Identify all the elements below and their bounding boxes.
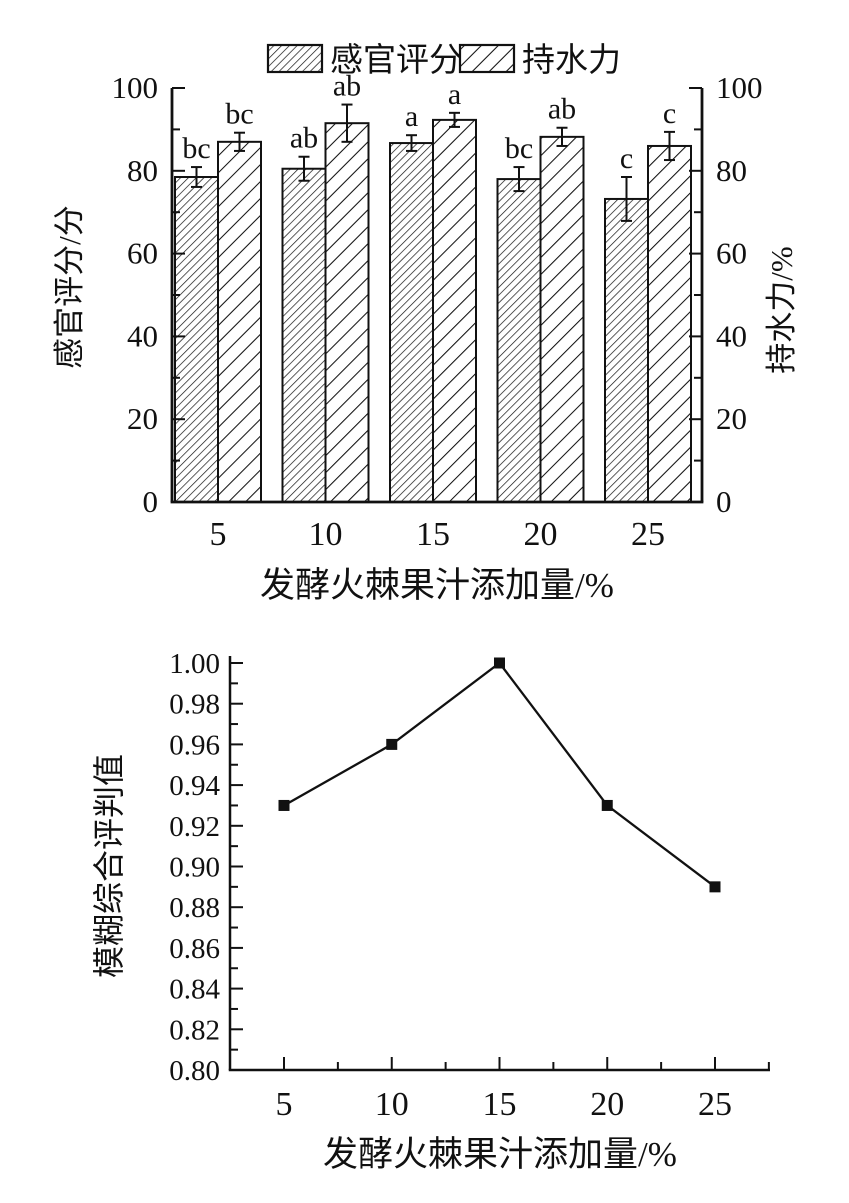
y-tick-label: 0.92 (169, 811, 220, 843)
sig-letter: ab (290, 122, 318, 155)
x-tick-label: 25 (631, 516, 665, 553)
sig-letter: a (405, 100, 418, 133)
y-tick-label: 0.84 (169, 974, 220, 1006)
bar-sensory-20 (496, 178, 542, 504)
y-tick-label-right: 60 (716, 236, 747, 271)
data-point-15 (494, 657, 505, 669)
y-tick-label: 0.98 (169, 689, 220, 721)
data-point-20 (601, 799, 613, 811)
bar-water-10 (324, 122, 370, 503)
line-chart: 0.80 0.82 0.84 0.86 0.88 0.90 0.92 0.94 0.96 0.98… (91, 648, 770, 1174)
legend-swatch-sensory (266, 43, 324, 74)
y-tick-label-left: 20 (127, 401, 158, 436)
y-tick-label-left: 60 (127, 236, 158, 271)
sig-letter: ab (333, 70, 361, 103)
y-tick-label-right: 0 (716, 484, 732, 519)
bar-water-5 (217, 140, 262, 503)
legend-label-water: 持水力 (522, 42, 621, 79)
x-tick-label: 10 (375, 1086, 409, 1123)
legend-label-sensory: 感官评分 (330, 42, 462, 79)
x-tick-label: 10 (309, 516, 343, 553)
y-axis-title-right: 持水力/% (764, 246, 799, 373)
bar-sensory-15 (389, 142, 434, 503)
y-axis-title-left: 感官评分/分 (52, 205, 87, 369)
y-tick-label: 0.80 (169, 1055, 220, 1087)
y-tick-label-left: 100 (112, 70, 159, 105)
sig-letter: bc (505, 132, 533, 165)
y-tick-label-right: 80 (716, 153, 747, 188)
y-tick-label-right: 100 (716, 70, 763, 105)
legend-swatch-water (458, 43, 516, 74)
data-point-5 (278, 799, 290, 811)
y-tick-label: 0.82 (169, 1014, 220, 1046)
legend: 感官评分 持水力 (266, 42, 621, 79)
data-point-25 (709, 881, 721, 893)
bar-sensory-5 (174, 176, 219, 503)
y-tick-label-right: 40 (716, 318, 747, 353)
y-tick-label: 0.94 (169, 770, 220, 802)
y-tick-label: 0.88 (169, 892, 220, 924)
sig-letter: c (620, 142, 633, 175)
y-axis-title: 模糊综合评判值 (91, 754, 127, 978)
x-tick-label: 20 (590, 1086, 624, 1123)
sig-letter: a (448, 78, 461, 111)
y-tick-label-left: 80 (127, 153, 158, 188)
y-tick-label-right: 20 (716, 401, 747, 436)
x-tick-label: 5 (276, 1086, 293, 1123)
x-tick-label: 5 (210, 516, 227, 553)
sig-letter: bc (182, 132, 210, 165)
x-tick-label: 15 (483, 1086, 517, 1123)
bar-sensory-25 (604, 197, 649, 503)
x-axis-title: 发酵火棘果汁添加量/% (260, 566, 614, 605)
y-tick-label: 0.90 (169, 852, 220, 884)
bar-sensory-10 (281, 167, 327, 503)
data-point-10 (386, 738, 398, 750)
data-line (283, 661, 716, 888)
y-tick-label: 0.96 (169, 729, 220, 761)
sig-letter: c (663, 97, 676, 130)
y-tick-label: 0.86 (169, 933, 220, 965)
y-tick-label-left: 40 (127, 318, 158, 353)
bar-water-20 (539, 135, 585, 504)
sig-letter: ab (548, 93, 576, 126)
x-axis-title: 发酵火棘果汁添加量/% (323, 1135, 677, 1174)
bar-water-15 (432, 118, 477, 504)
y-tick-label-left: 0 (143, 484, 159, 519)
bar-water-25 (647, 144, 692, 504)
x-tick-label: 20 (524, 516, 558, 553)
x-tick-label: 25 (698, 1086, 732, 1123)
sig-letter: bc (225, 98, 253, 131)
y-tick-label: 1.00 (169, 648, 220, 680)
x-tick-label: 15 (416, 516, 450, 553)
